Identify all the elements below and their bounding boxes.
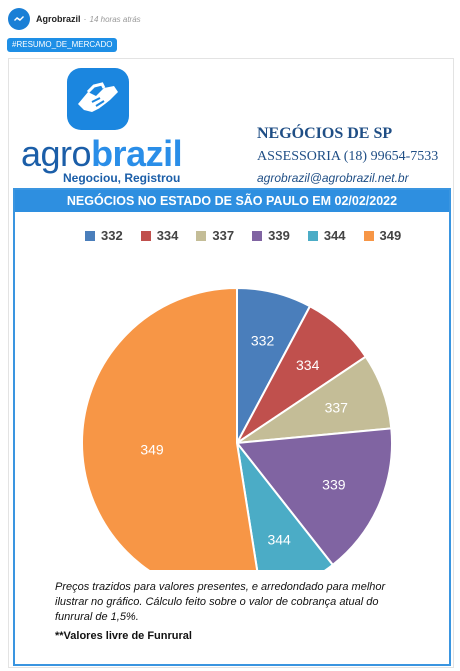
pie-slice-349	[81, 286, 259, 570]
pie-slice-339	[235, 427, 393, 567]
contact-phone: ASSESSORIA (18) 99654-7533	[257, 149, 439, 164]
legend-swatch	[363, 230, 374, 241]
handshake-icon	[78, 82, 118, 112]
legend-label: 334	[156, 228, 179, 243]
hashtag-badge[interactable]: #RESUMO_DE_MERCADO	[7, 38, 118, 52]
contact-title: NEGÓCIOS DE SP	[257, 125, 393, 142]
chart-title: NEGÓCIOS NO ESTADO DE SÃO PAULO EM 02/02…	[15, 190, 449, 212]
pie-slice-344	[235, 439, 335, 570]
legend-item: 344	[307, 228, 346, 243]
pie-data-label: 349	[140, 442, 164, 458]
brand-part1: agro	[21, 133, 92, 174]
legend-swatch	[140, 230, 151, 241]
post-time: 14 horas atrás	[89, 14, 141, 24]
chart-legend: 332 334 337 339 344 349	[85, 228, 419, 243]
author-name[interactable]: Agrobrazil	[36, 14, 81, 24]
post-image: agrobrazil Negociou, Registrou NEGÓCIOS …	[8, 58, 454, 668]
chart-frame: NEGÓCIOS NO ESTADO DE SÃO PAULO EM 02/02…	[13, 188, 451, 666]
legend-swatch	[307, 230, 318, 241]
pie-data-label: 339	[322, 477, 346, 493]
legend-label: 344	[323, 228, 346, 243]
brand-logo	[67, 68, 129, 130]
brand-part2: brazil	[91, 133, 183, 174]
legend-item: 349	[363, 228, 402, 243]
chart-note: Preços trazidos para valores presentes, …	[55, 581, 386, 623]
contact-email: agrobrazil@agrobrazil.net.br	[257, 171, 409, 185]
brand-slogan: Negociou, Registrou	[63, 171, 181, 185]
pie-data-label: 332	[251, 333, 275, 349]
pie-data-label: 344	[267, 532, 291, 548]
legend-label: 339	[268, 228, 290, 243]
legend-swatch	[196, 230, 207, 241]
post-header: Agrobrazil · 14 horas atrás	[8, 6, 141, 32]
legend-item: 339	[252, 228, 290, 243]
pie-chart: 332 334 337 339 344 349	[81, 286, 393, 570]
pie-data-label: 337	[325, 400, 349, 416]
handshake-icon	[14, 16, 24, 21]
legend-label: 349	[379, 228, 402, 243]
legend-label: 332	[101, 228, 123, 243]
chart-note-funrural: **Valores livre de Funrural	[55, 630, 192, 642]
pie-data-label: 334	[296, 357, 320, 373]
legend-item: 337	[196, 228, 234, 243]
avatar[interactable]	[8, 8, 30, 30]
legend-item: 334	[140, 228, 179, 243]
legend-item: 332	[85, 228, 123, 243]
legend-swatch	[252, 230, 263, 241]
legend-swatch	[85, 230, 95, 241]
legend-label: 337	[212, 228, 235, 243]
separator: ·	[83, 14, 87, 24]
brand-wordmark: agrobrazil	[21, 133, 183, 174]
